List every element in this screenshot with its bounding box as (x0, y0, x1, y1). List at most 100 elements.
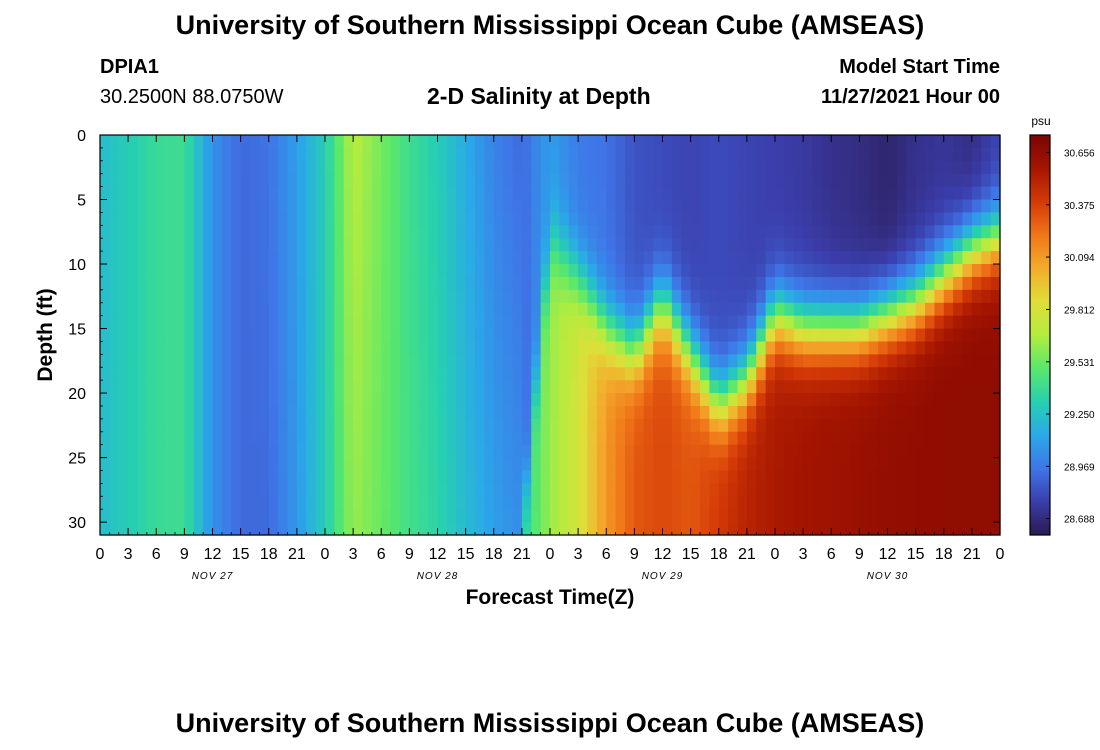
heatmap-cell (428, 212, 439, 226)
heatmap-cell (184, 470, 195, 484)
heatmap-cell (587, 405, 598, 420)
heatmap-cell (315, 444, 326, 459)
heatmap-cell (700, 276, 710, 291)
heatmap-cell (943, 444, 954, 459)
heatmap-cell (221, 444, 232, 459)
heatmap-cell (981, 341, 992, 355)
heatmap-cell (831, 444, 842, 459)
heatmap-cell (512, 367, 523, 381)
heatmap-cell (362, 509, 373, 523)
heatmap-cell (550, 199, 560, 214)
heatmap-cell (925, 264, 935, 278)
heatmap-cell (484, 496, 495, 510)
heatmap-cell (296, 160, 307, 175)
heatmap-cell (718, 380, 729, 394)
heatmap-cell (831, 367, 842, 381)
heatmap-cell (812, 199, 823, 214)
heatmap-cell (700, 509, 710, 523)
heatmap-cell (793, 186, 804, 201)
heatmap-cell (878, 135, 889, 149)
heatmap-cell (765, 457, 776, 472)
heatmap-cell (381, 251, 392, 265)
heatmap-cell (868, 328, 879, 343)
heatmap-cell (859, 483, 870, 497)
heatmap-cell (662, 238, 673, 252)
heatmap-cell (250, 431, 260, 446)
heatmap-cell (268, 160, 279, 175)
heatmap-cell (934, 496, 945, 510)
heatmap-cell (400, 135, 410, 149)
heatmap-cell (165, 173, 176, 188)
x-tick-label: 6 (602, 546, 611, 563)
heatmap-cell (568, 212, 579, 226)
heatmap-cell (887, 457, 898, 472)
heatmap-cell (793, 173, 804, 188)
heatmap-cell (221, 457, 232, 472)
heatmap-cell (325, 238, 335, 252)
heatmap-cell (221, 135, 232, 149)
heatmap-cell (259, 418, 270, 433)
heatmap-cell (690, 380, 701, 394)
heatmap-cell (578, 522, 589, 536)
heatmap-cell (118, 393, 129, 407)
heatmap-cell (146, 302, 157, 317)
heatmap-cell (943, 225, 954, 239)
heatmap-cell (718, 483, 729, 497)
heatmap-cell (606, 405, 617, 420)
heatmap-cell (212, 431, 223, 446)
heatmap-cell (671, 470, 682, 484)
heatmap-cell (981, 186, 992, 201)
heatmap-cell (690, 341, 701, 355)
heatmap-cell (700, 522, 710, 536)
heatmap-cell (343, 212, 354, 226)
heatmap-cell (765, 264, 776, 278)
heatmap-cell (578, 302, 589, 317)
heatmap-cell (109, 431, 120, 446)
heatmap-cell (437, 302, 448, 317)
heatmap-cell (250, 289, 260, 304)
heatmap-cell (559, 276, 570, 291)
heatmap-cell (981, 251, 992, 265)
heatmap-cell (728, 238, 739, 252)
heatmap-cell (456, 135, 467, 149)
heatmap-cell (456, 405, 467, 420)
heatmap-cell (709, 496, 720, 510)
heatmap-cell (568, 367, 579, 381)
heatmap-cell (915, 302, 926, 317)
heatmap-cell (156, 199, 167, 214)
heatmap-cell (212, 444, 223, 459)
heatmap-cell (146, 173, 157, 188)
heatmap-cell (643, 341, 654, 355)
heatmap-cell (840, 251, 851, 265)
heatmap-cell (850, 173, 860, 188)
heatmap-cell (156, 509, 167, 523)
heatmap-cell (409, 276, 420, 291)
heatmap-cell (615, 354, 626, 368)
heatmap-cell (475, 483, 485, 497)
heatmap-cell (493, 251, 504, 265)
heatmap-cell (446, 380, 457, 394)
heatmap-cell (709, 380, 720, 394)
heatmap-cell (596, 444, 607, 459)
heatmap-cell (784, 496, 795, 510)
heatmap-cell (803, 341, 814, 355)
heatmap-cell (137, 173, 148, 188)
heatmap-cell (325, 470, 335, 484)
heatmap-cell (118, 380, 129, 394)
heatmap-cell (175, 276, 185, 291)
heatmap-cell (662, 418, 673, 433)
heatmap-cell (456, 328, 467, 343)
heatmap-cell (662, 341, 673, 355)
heatmap-cell (296, 264, 307, 278)
heatmap-cell (381, 380, 392, 394)
heatmap-cell (906, 354, 917, 368)
heatmap-cell (334, 509, 345, 523)
heatmap-cell (184, 160, 195, 175)
heatmap-cell (756, 341, 767, 355)
heatmap-cell (268, 418, 279, 433)
heatmap-cell (596, 302, 607, 317)
heatmap-cell (100, 431, 110, 446)
heatmap-cell (606, 276, 617, 291)
heatmap-cell (146, 354, 157, 368)
heatmap-cell (887, 251, 898, 265)
